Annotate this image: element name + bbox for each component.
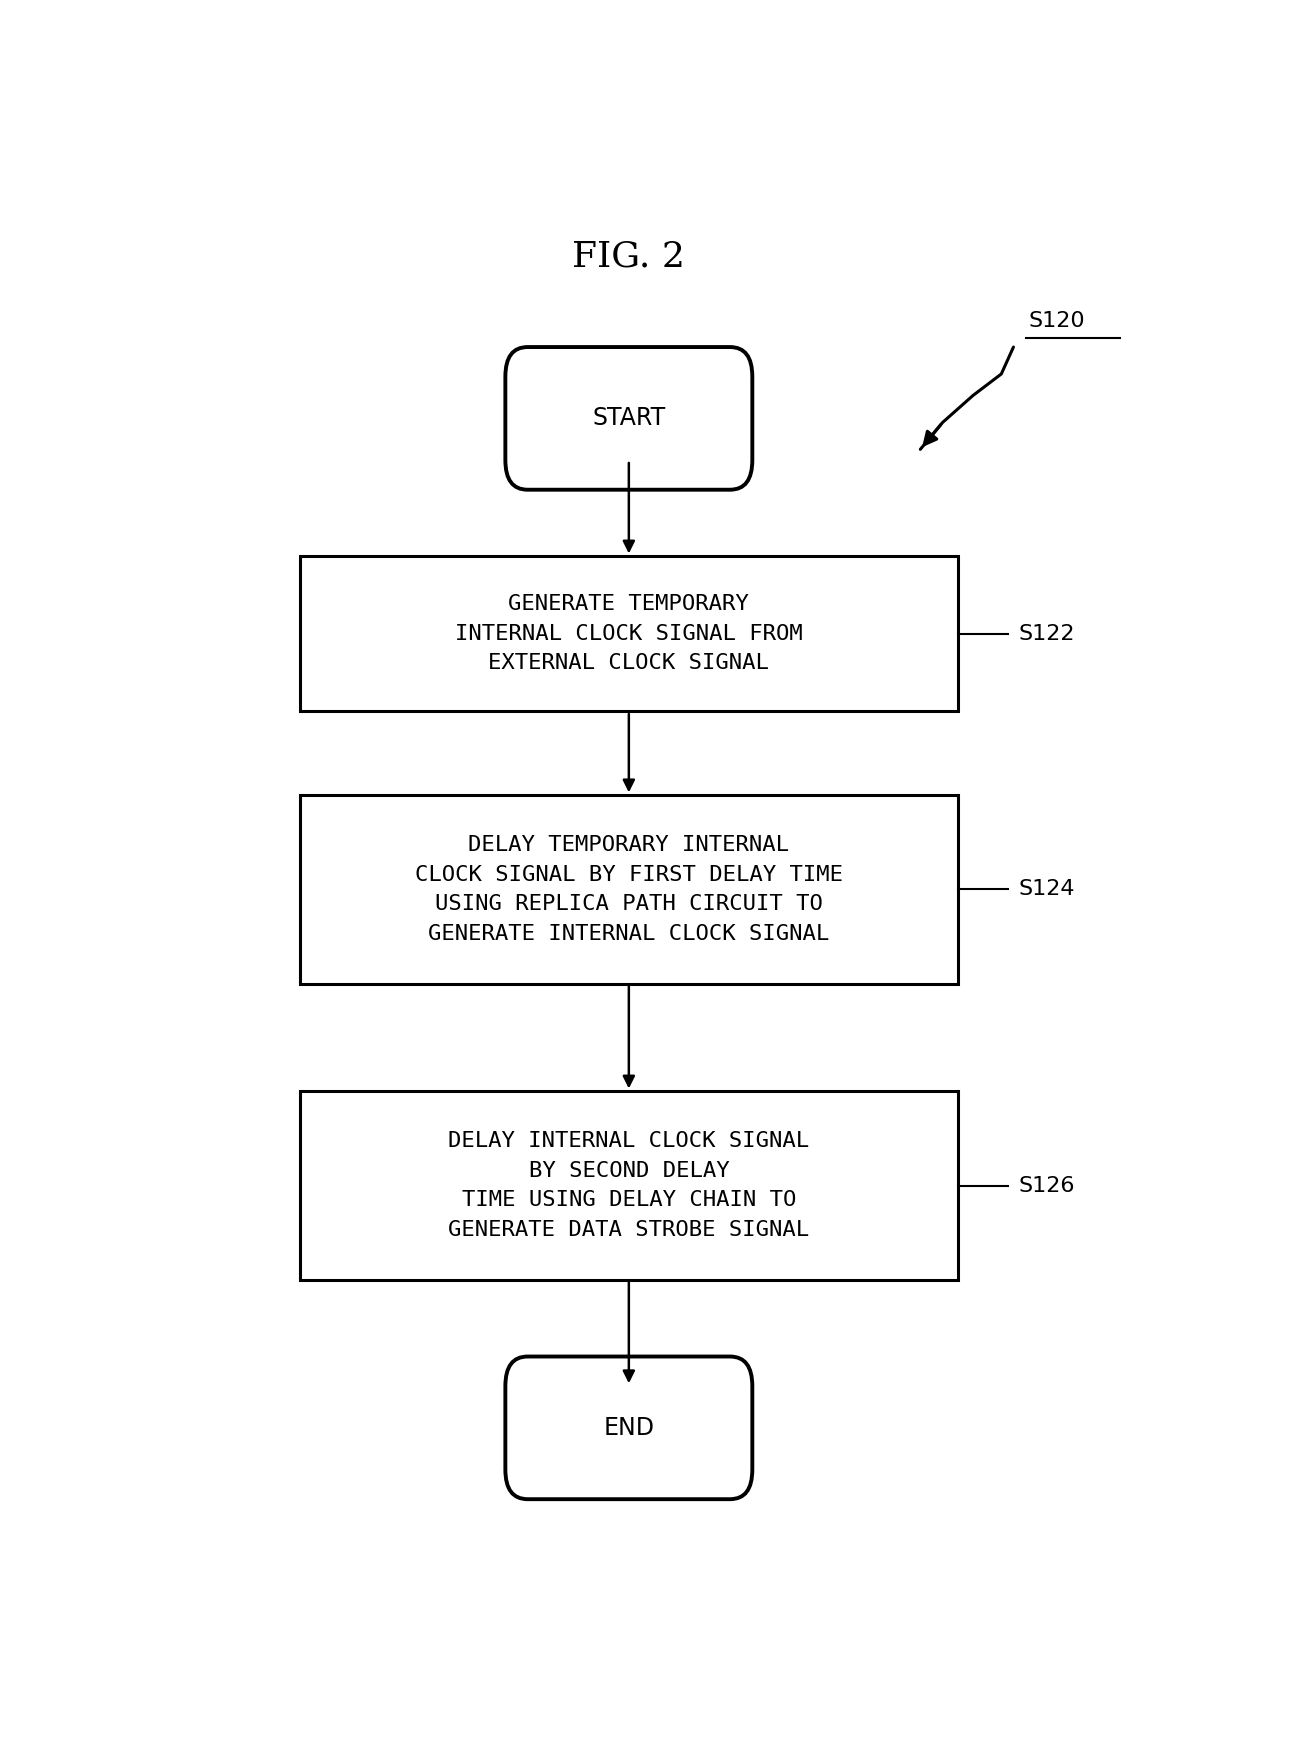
FancyBboxPatch shape	[505, 348, 752, 489]
Text: S126: S126	[1019, 1176, 1075, 1196]
Text: DELAY TEMPORARY INTERNAL
CLOCK SIGNAL BY FIRST DELAY TIME
USING REPLICA PATH CIR: DELAY TEMPORARY INTERNAL CLOCK SIGNAL BY…	[415, 836, 842, 944]
Text: S124: S124	[1019, 879, 1075, 900]
FancyBboxPatch shape	[505, 1356, 752, 1500]
Bar	[300, 795, 957, 984]
Bar	[300, 1091, 957, 1280]
Text: FIG. 2: FIG. 2	[572, 239, 686, 274]
Bar	[300, 556, 957, 711]
Text: END: END	[603, 1416, 654, 1440]
Text: S122: S122	[1019, 624, 1075, 643]
Text: DELAY INTERNAL CLOCK SIGNAL
BY SECOND DELAY
TIME USING DELAY CHAIN TO
GENERATE D: DELAY INTERNAL CLOCK SIGNAL BY SECOND DE…	[448, 1131, 810, 1239]
Text: START: START	[592, 406, 666, 430]
Text: GENERATE TEMPORARY
INTERNAL CLOCK SIGNAL FROM
EXTERNAL CLOCK SIGNAL: GENERATE TEMPORARY INTERNAL CLOCK SIGNAL…	[454, 594, 803, 673]
Text: S120: S120	[1029, 311, 1085, 330]
